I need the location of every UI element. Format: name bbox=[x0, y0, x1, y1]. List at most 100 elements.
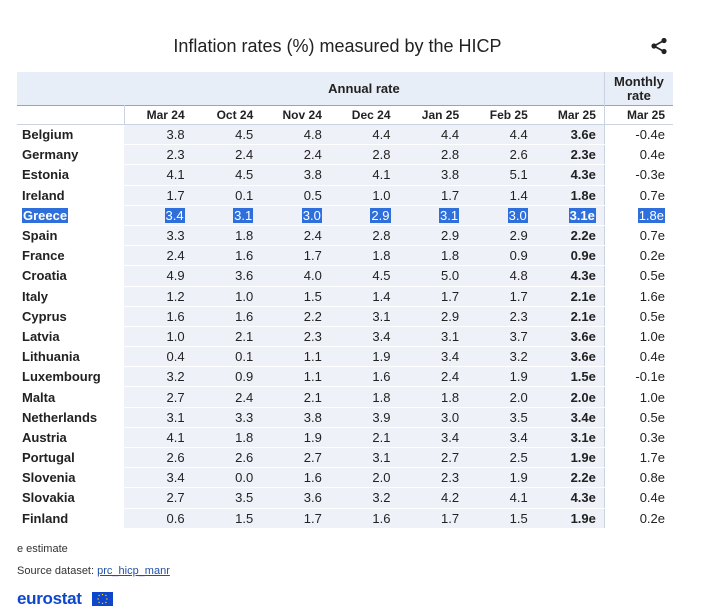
value-text: 4.8 bbox=[509, 268, 528, 284]
country-label: Portugal bbox=[22, 450, 75, 466]
value-text: 1.8 bbox=[372, 248, 391, 264]
value-cell: 1.6 bbox=[124, 306, 193, 327]
country-label: Germany bbox=[22, 147, 79, 163]
value-text: 4.2 bbox=[441, 490, 460, 506]
value-cell: 0.4e bbox=[604, 346, 673, 368]
value-text: 2.0 bbox=[509, 389, 528, 405]
value-text: 2.3 bbox=[441, 470, 460, 486]
value-text: 2.4 bbox=[303, 147, 322, 163]
value-text: 1.9 bbox=[372, 349, 391, 365]
value-text: 1.8 bbox=[235, 429, 254, 445]
value-text: 3.8 bbox=[441, 167, 460, 183]
value-text: 0.5e bbox=[639, 409, 665, 425]
value-cell: 3.1 bbox=[329, 447, 399, 469]
value-cell: 2.7 bbox=[261, 447, 330, 469]
value-text: 3.4e bbox=[570, 409, 596, 425]
table-row: Portugal 2.6 2.6 2.7 3.1 2.7 2.5 1.9e 1.7e bbox=[17, 447, 673, 469]
table-row: Lithuania 0.4 0.1 1.1 1.9 3.4 3.2 3.6e 0.4e bbox=[17, 346, 673, 368]
value-cell: 2.0e bbox=[535, 386, 605, 408]
value-text: 3.4 bbox=[441, 429, 460, 445]
value-text: 3.6e bbox=[570, 349, 596, 365]
share-icon[interactable] bbox=[650, 37, 668, 55]
value-cell: 4.3e bbox=[535, 487, 605, 509]
value-text: 2.2 bbox=[303, 308, 322, 324]
value-text: 3.1 bbox=[372, 450, 391, 466]
value-cell: 2.3e bbox=[535, 144, 605, 166]
country-label: Greece bbox=[22, 207, 69, 223]
value-text: 1.4 bbox=[509, 187, 528, 203]
value-cell: 1.6e bbox=[604, 286, 673, 307]
value-cell: 1.0e bbox=[604, 386, 673, 408]
value-cell: 0.3e bbox=[604, 427, 673, 449]
value-text: 3.4 bbox=[166, 470, 185, 486]
value-cell: 0.5e bbox=[604, 407, 673, 428]
value-cell: 3.7 bbox=[467, 326, 536, 348]
value-text: 1.6 bbox=[303, 470, 322, 486]
value-cell: -0.4e bbox=[604, 124, 673, 146]
country-cell: Greece bbox=[17, 205, 124, 226]
source-dataset-link[interactable]: prc_hicp_manr bbox=[97, 565, 170, 577]
value-cell: 2.2e bbox=[535, 225, 605, 247]
value-text: 0.7e bbox=[639, 228, 665, 244]
value-text: 1.8e bbox=[570, 187, 596, 203]
value-cell: 3.8 bbox=[261, 407, 330, 428]
value-cell: 1.9 bbox=[329, 346, 399, 368]
value-cell: 2.9 bbox=[398, 225, 468, 247]
value-cell: 3.4e bbox=[535, 407, 605, 428]
value-cell: 2.4 bbox=[261, 144, 330, 166]
table-row: Latvia 1.0 2.1 2.3 3.4 3.1 3.7 3.6e 1.0e bbox=[17, 326, 673, 348]
value-cell: 1.6 bbox=[329, 366, 399, 388]
value-cell: 3.8 bbox=[398, 164, 468, 186]
value-text: -0.1e bbox=[635, 369, 665, 385]
value-text: 0.4 bbox=[166, 349, 185, 365]
column-header: Nov 24 bbox=[261, 105, 330, 125]
value-cell: 2.8 bbox=[398, 144, 468, 166]
value-cell: 1.0 bbox=[329, 185, 399, 206]
country-label: Cyprus bbox=[22, 308, 67, 324]
value-text: 3.4 bbox=[441, 349, 460, 365]
value-cell: 2.8 bbox=[329, 225, 399, 247]
value-cell: 1.8 bbox=[329, 386, 399, 408]
value-cell: 4.8 bbox=[467, 265, 536, 287]
value-text: 1.6 bbox=[235, 308, 254, 324]
value-text: 2.9 bbox=[441, 308, 460, 324]
value-cell: 4.4 bbox=[467, 124, 536, 146]
chart-title: Inflation rates (%) measured by the HICP bbox=[173, 36, 502, 56]
table-row: Estonia 4.1 4.5 3.8 4.1 3.8 5.1 4.3e -0.3e bbox=[17, 164, 673, 186]
column-header: Dec 24 bbox=[329, 105, 399, 125]
annual-rate-header: Annual rate bbox=[124, 72, 605, 106]
column-header: Mar 25 bbox=[535, 105, 605, 125]
value-text: 4.3e bbox=[570, 167, 596, 183]
value-cell: 1.8e bbox=[604, 205, 673, 226]
country-cell: Croatia bbox=[17, 265, 124, 287]
country-cell: Belgium bbox=[17, 124, 124, 146]
value-cell: 2.1 bbox=[261, 386, 330, 408]
value-text: 1.0 bbox=[235, 288, 254, 304]
value-text: 1.7 bbox=[441, 288, 460, 304]
value-cell: 4.8 bbox=[261, 124, 330, 146]
value-text: 4.9 bbox=[166, 268, 185, 284]
value-cell: 1.7 bbox=[398, 185, 468, 206]
value-cell: 1.0 bbox=[192, 286, 262, 307]
value-cell: 1.8 bbox=[398, 245, 468, 267]
value-cell: 0.9 bbox=[192, 366, 262, 388]
country-label: Belgium bbox=[22, 127, 74, 143]
country-cell: Finland bbox=[17, 508, 124, 529]
value-cell: 3.3 bbox=[192, 407, 262, 428]
value-cell: 4.1 bbox=[124, 164, 193, 186]
value-text: 1.6 bbox=[235, 248, 254, 264]
value-cell: 0.0 bbox=[192, 467, 262, 489]
value-cell: 2.3 bbox=[124, 144, 193, 166]
value-text: 1.4 bbox=[372, 288, 391, 304]
value-text: 4.1 bbox=[166, 167, 185, 183]
country-label: Slovakia bbox=[22, 490, 75, 506]
source-line: Source dataset: prc_hicp_manr bbox=[17, 565, 170, 577]
value-cell: 1.8 bbox=[192, 225, 262, 247]
value-cell: 0.9e bbox=[535, 245, 605, 267]
value-cell: 1.8 bbox=[192, 427, 262, 449]
value-cell: 2.1e bbox=[535, 306, 605, 327]
value-text: 3.1 bbox=[441, 328, 460, 344]
table-row: Austria 4.1 1.8 1.9 2.1 3.4 3.4 3.1e 0.3e bbox=[17, 427, 673, 449]
value-cell: 1.6 bbox=[329, 508, 399, 529]
value-cell: 2.4 bbox=[398, 366, 468, 388]
